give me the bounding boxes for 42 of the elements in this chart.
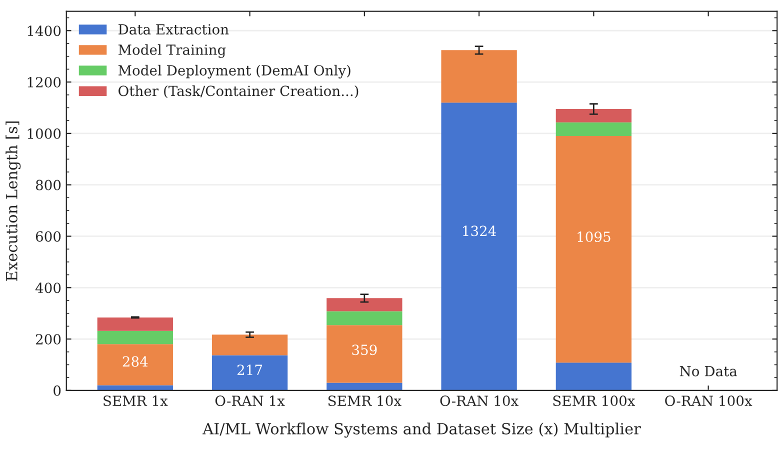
bar: [97, 344, 173, 386]
bar: [441, 50, 517, 103]
bar: [556, 136, 632, 363]
bar: [326, 298, 402, 312]
total-label: 359: [352, 344, 377, 356]
total-label: 1095: [578, 232, 610, 242]
bar: [97, 330, 173, 344]
y-tick-label: 1200: [28, 76, 61, 88]
x-tick-label: O-RAN 10x: [440, 396, 518, 406]
bar: [556, 362, 632, 390]
y-tick-label: 400: [35, 282, 61, 294]
y-tick-label: 0: [54, 385, 61, 396]
bar: [441, 102, 517, 390]
y-axis-title: Execution Length [s]: [6, 121, 21, 281]
y-tick-label: 1000: [28, 128, 61, 139]
bar: [97, 317, 173, 331]
x-tick-label: SEMR 1x: [104, 396, 168, 406]
bar: [212, 334, 288, 356]
x-tick-label: O-RAN 1x: [215, 396, 285, 406]
bar: [556, 109, 632, 122]
bar: [212, 355, 288, 390]
y-tick-label: 600: [36, 231, 61, 242]
legend-label: Model Deployment (DemAI Only): [118, 64, 350, 78]
x-axis-title: AI/ML Workflow Systems and Dataset Size (x) Multiplier: [202, 422, 641, 438]
legend-label: Other (Task/Container Creation...): [118, 85, 358, 98]
bar: [326, 325, 402, 383]
y-tick-label: 800: [36, 180, 61, 190]
bar: [556, 122, 632, 136]
x-tick-label: O-RAN 100x: [665, 396, 752, 406]
bar: [326, 311, 402, 326]
total-label: 1324: [463, 226, 496, 236]
annotation: No Data: [680, 366, 738, 376]
y-tick-label: 200: [36, 334, 61, 345]
legend-label: Model Training: [118, 44, 226, 58]
x-tick-label: SEMR 10x: [328, 396, 402, 406]
total-label: 217: [237, 364, 262, 375]
y-tick-label: 1400: [28, 26, 61, 36]
legend-label: Data Extraction: [118, 24, 229, 35]
bar: [326, 382, 402, 390]
bar: [97, 385, 173, 390]
total-label: 284: [122, 356, 148, 367]
x-tick-label: SEMR 100x: [553, 396, 636, 406]
